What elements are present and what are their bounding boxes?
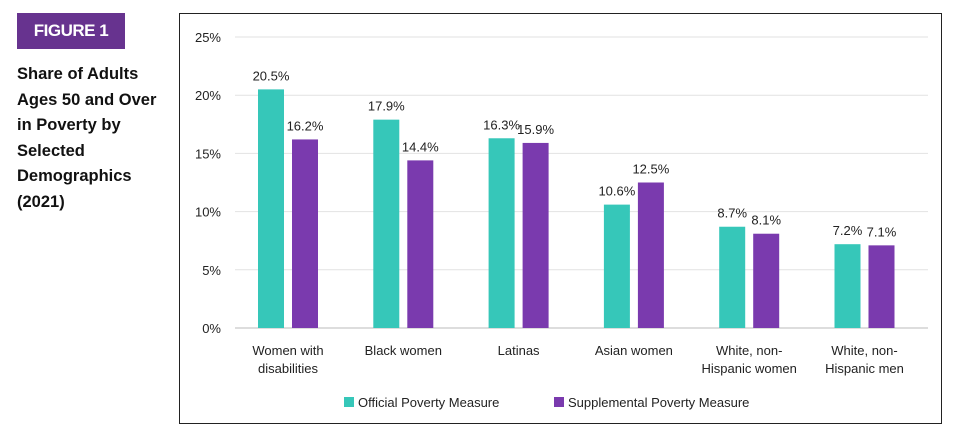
x-tick-label: Latinas: [498, 343, 540, 358]
x-tick-label: Black women: [365, 343, 442, 358]
y-tick-label: 10%: [195, 205, 221, 220]
bar: [868, 245, 895, 328]
data-label: 7.1%: [867, 224, 897, 239]
bar: [292, 139, 318, 328]
bar: [603, 204, 630, 328]
x-tick-label: Women with: [252, 343, 323, 358]
data-label: 8.1%: [751, 213, 781, 228]
legend-swatch: [554, 397, 564, 407]
y-tick-label: 15%: [195, 146, 221, 161]
data-label: 12.5%: [632, 162, 669, 177]
y-tick-label: 20%: [195, 88, 221, 103]
y-tick-label: 0%: [202, 321, 221, 336]
bar: [258, 89, 284, 328]
bar: [407, 160, 434, 328]
data-label: 15.9%: [517, 122, 554, 137]
legend-label: Supplemental Poverty Measure: [568, 395, 749, 410]
y-tick-label: 25%: [195, 30, 221, 45]
bar: [373, 119, 400, 328]
data-label: 14.4%: [402, 139, 439, 154]
legend-swatch: [344, 397, 354, 407]
x-tick-label: Asian women: [595, 343, 673, 358]
bar: [488, 138, 515, 328]
data-label: 10.6%: [598, 184, 635, 199]
x-tick-label: disabilities: [258, 361, 318, 376]
x-tick-label: White, non-: [831, 343, 897, 358]
data-label: 16.3%: [483, 117, 520, 132]
bar: [753, 233, 780, 328]
data-label: 7.2%: [833, 223, 863, 238]
data-label: 20.5%: [253, 68, 290, 83]
chart-frame: [179, 13, 942, 424]
legend-label: Official Poverty Measure: [358, 395, 499, 410]
data-label: 16.2%: [287, 118, 324, 133]
data-label: 17.9%: [368, 99, 405, 114]
x-tick-label: Hispanic men: [825, 361, 904, 376]
bar: [834, 244, 861, 328]
chart-title: Share of Adults Ages 50 and Over in Pove…: [17, 65, 157, 211]
data-label: 8.7%: [717, 206, 747, 221]
bar: [637, 182, 664, 328]
x-tick-label: White, non-: [716, 343, 782, 358]
figure-badge: FIGURE 1: [17, 13, 125, 49]
x-tick-label: Hispanic women: [702, 361, 797, 376]
bar: [522, 142, 549, 328]
bar: [719, 226, 746, 328]
y-tick-label: 5%: [202, 263, 221, 278]
